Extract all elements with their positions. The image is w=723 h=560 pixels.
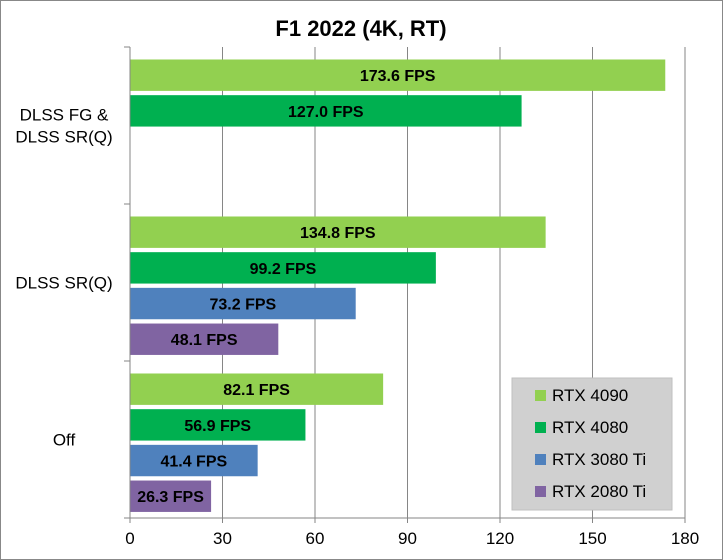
legend-swatch (535, 422, 546, 433)
bar (130, 373, 384, 405)
category-label: DLSS SR(Q) (15, 274, 112, 293)
data-label: 56.9 FPS (184, 418, 251, 435)
legend-swatch (535, 390, 546, 401)
bar (130, 409, 306, 441)
data-label: 82.1 FPS (223, 382, 290, 399)
bar (130, 252, 436, 284)
x-tick-label: 120 (486, 529, 514, 548)
data-label: 127.0 FPS (288, 104, 364, 121)
data-label: 26.3 FPS (137, 489, 204, 506)
legend-swatch (535, 454, 546, 465)
chart-title: F1 2022 (4K, RT) (275, 16, 446, 41)
x-tick-label: 180 (671, 529, 699, 548)
x-tick-label: 90 (398, 529, 417, 548)
legend: RTX 4090 RTX 4080 RTX 3080 Ti RTX 2080 Ti (511, 377, 673, 511)
category-label: DLSS FG & (20, 106, 109, 125)
bar (130, 444, 258, 477)
data-label: 48.1 FPS (171, 332, 238, 349)
legend-label: RTX 3080 Ti (552, 450, 646, 469)
bar (130, 95, 522, 127)
axes: 0 30 60 90 120 150 180 DLSS FG & DLSS SR(Q) DLSS … (15, 46, 699, 548)
legend-label: RTX 4090 (552, 386, 628, 405)
data-label: 73.2 FPS (209, 297, 276, 314)
category-label: DLSS SR(Q) (15, 128, 112, 147)
data-label: 173.6 FPS (360, 68, 436, 85)
data-label: 41.4 FPS (160, 454, 227, 471)
x-tick-label: 150 (578, 529, 606, 548)
data-label: 134.8 FPS (300, 225, 376, 242)
legend-label: RTX 4080 (552, 418, 628, 437)
category-label: Off (53, 431, 76, 450)
bar (130, 480, 212, 512)
bars: 173.6 FPS 127.0 FPS 134.8 FPS 99.2 FPS 73.2 … (130, 59, 666, 512)
legend-label: RTX 2080 Ti (552, 482, 646, 501)
bar (130, 59, 666, 91)
bar (130, 287, 356, 320)
x-tick-label: 30 (213, 529, 232, 548)
bar (130, 216, 546, 248)
legend-swatch (535, 486, 546, 497)
x-tick-label: 0 (125, 529, 134, 548)
bar (130, 323, 279, 355)
x-tick-label: 60 (306, 529, 325, 548)
data-label: 99.2 FPS (250, 261, 317, 278)
